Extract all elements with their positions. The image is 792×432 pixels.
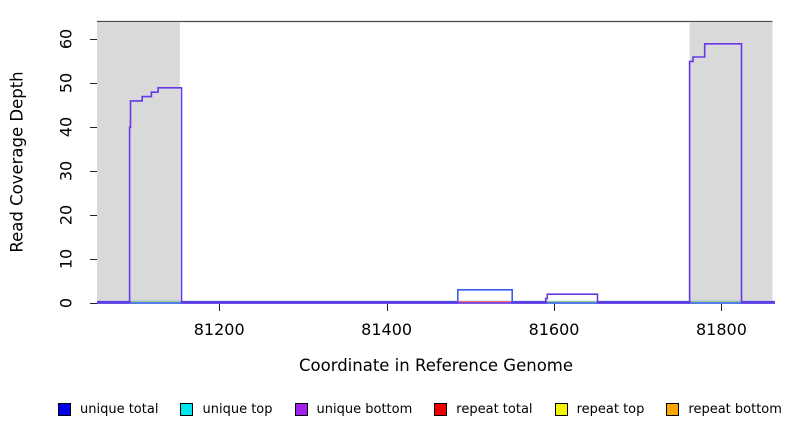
legend: unique total unique top unique bottom repea… (50, 397, 790, 421)
x-axis-label: Coordinate in Reference Genome (298, 356, 574, 375)
legend-swatch-icon (434, 402, 448, 416)
legend-item-unique-top: unique top (180, 401, 273, 417)
x-tick-label: 81200 (193, 320, 245, 339)
y-tick-label: 50 (56, 73, 76, 94)
legend-label: unique bottom (316, 401, 413, 417)
series-line-unique-bottom (97, 43, 775, 304)
legend-swatch-icon (554, 402, 568, 416)
y-axis-label: Read Coverage Depth (7, 71, 27, 253)
y-tick-label: 0 (56, 297, 76, 309)
legend-label: unique top (202, 401, 273, 417)
y-tick (90, 303, 97, 304)
legend-label: repeat total (456, 401, 533, 417)
legend-item-repeat-top: repeat top (554, 401, 645, 417)
x-tick (554, 304, 556, 311)
legend-label: repeat bottom (688, 401, 782, 417)
y-tick (90, 259, 97, 261)
shaded-region-left (97, 22, 180, 303)
legend-swatch-icon (58, 402, 71, 416)
y-tick (90, 39, 97, 41)
y-tick (90, 83, 97, 85)
legend-item-repeat-bottom: repeat bottom (666, 402, 782, 417)
y-tick-label: 60 (56, 29, 76, 50)
plot-canvas (97, 20, 775, 304)
plot-area (97, 20, 775, 304)
y-tick-label: 10 (56, 248, 76, 270)
x-tick-label: 81400 (361, 320, 413, 339)
legend-item-unique-bottom: unique bottom (294, 401, 413, 417)
x-tick (386, 304, 388, 311)
x-tick-label: 81800 (695, 320, 747, 339)
y-tick (90, 215, 97, 217)
legend-item-repeat-total: repeat total (434, 401, 533, 417)
y-tick-label: 30 (56, 161, 76, 182)
x-tick (721, 304, 723, 311)
y-tick (90, 127, 97, 129)
y-tick-label: 40 (56, 117, 76, 138)
legend-item-unique-total: unique total (58, 402, 158, 417)
legend-swatch-icon (294, 402, 308, 416)
legend-label: unique total (80, 401, 159, 417)
x-tick (219, 304, 221, 311)
y-tick (90, 171, 97, 173)
legend-swatch-icon (666, 402, 680, 416)
legend-swatch-icon (180, 402, 194, 416)
legend-label: repeat top (576, 401, 645, 417)
x-tick-label: 81600 (528, 320, 580, 339)
y-tick-label: 20 (56, 204, 76, 226)
shaded-region-right (689, 22, 773, 303)
